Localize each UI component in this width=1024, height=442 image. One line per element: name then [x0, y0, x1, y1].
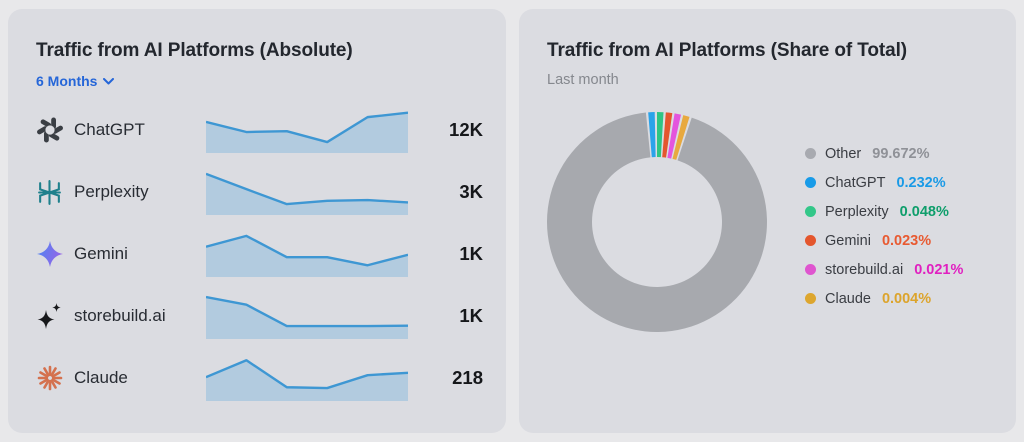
legend-label: Other [825, 145, 862, 162]
legend-label: storebuild.ai [825, 261, 904, 278]
chatgpt-sparkline[interactable] [206, 107, 408, 153]
legend-value: 0.023% [881, 232, 932, 249]
legend-item-gemini: Gemini 0.023% [805, 226, 963, 255]
gemini-sparkline[interactable] [206, 231, 408, 277]
legend-label: Claude [825, 290, 871, 307]
platform-label: ChatGPT [74, 120, 145, 139]
share-traffic-card: Traffic from AI Platforms (Share of Tota… [519, 9, 1016, 433]
claude-sparkline[interactable] [206, 355, 408, 401]
legend-dot [805, 235, 816, 246]
card-subtitle: Last month [547, 72, 619, 88]
legend-value: 99.672% [872, 145, 930, 162]
legend-dot [805, 206, 816, 217]
platform-row-perplexity: Perplexity 3K [8, 161, 506, 223]
legend-item-perplexity: Perplexity 0.048% [805, 197, 963, 226]
legend-value: 0.232% [896, 174, 946, 191]
claude-starburst-icon [36, 363, 68, 393]
platform-row-chatgpt: ChatGPT 12K [8, 99, 506, 161]
chevron-down-icon [103, 77, 115, 84]
legend-label: Perplexity [825, 203, 889, 220]
legend-label: Gemini [825, 232, 871, 249]
legend-value: 0.021% [914, 261, 964, 278]
platform-value: 12K [449, 119, 483, 140]
donut-legend: Other 99.672% ChatGPT 0.232% Perplexity … [805, 139, 963, 313]
storebuild-sparkle-icon [36, 301, 68, 331]
legend-dot [805, 264, 816, 275]
donut-chart[interactable] [545, 110, 769, 334]
legend-value: 0.048% [899, 203, 949, 220]
legend-value: 0.004% [881, 290, 932, 307]
platform-value: 1K [459, 305, 483, 326]
legend-dot [805, 148, 816, 159]
platform-value: 3K [459, 181, 483, 202]
platform-rows: ChatGPT 12K Perplexity 3K [8, 99, 506, 409]
platform-label: storebuild.ai [74, 306, 166, 325]
platform-row-claude: Claude 218 [8, 347, 506, 409]
legend-item-other: Other 99.672% [805, 139, 963, 168]
platform-value: 218 [452, 367, 483, 388]
absolute-traffic-card: Traffic from AI Platforms (Absolute) 6 M… [8, 9, 506, 433]
legend-item-claude: Claude 0.004% [805, 284, 963, 313]
platform-row-gemini: Gemini 1K [8, 223, 506, 285]
legend-label: ChatGPT [825, 174, 886, 191]
perplexity-sparkline[interactable] [206, 169, 408, 215]
legend-item-chatgpt: ChatGPT 0.232% [805, 168, 963, 197]
legend-item-storebuild: storebuild.ai 0.021% [805, 255, 963, 284]
card-title: Traffic from AI Platforms (Share of Tota… [547, 40, 908, 61]
legend-dot [805, 177, 816, 188]
legend-dot [805, 293, 816, 304]
platform-label: Claude [74, 368, 128, 387]
gemini-star-icon [36, 239, 68, 269]
period-selector[interactable]: 6 Months [36, 73, 115, 89]
platform-label: Gemini [74, 244, 128, 263]
card-title: Traffic from AI Platforms (Absolute) [36, 40, 353, 61]
openai-logo-icon [36, 115, 68, 145]
storebuild-sparkline[interactable] [206, 293, 408, 339]
perplexity-logo-icon [36, 177, 68, 207]
period-label: 6 Months [36, 73, 98, 89]
platform-value: 1K [459, 243, 483, 264]
platform-row-storebuild: storebuild.ai 1K [8, 285, 506, 347]
platform-label: Perplexity [74, 182, 149, 201]
